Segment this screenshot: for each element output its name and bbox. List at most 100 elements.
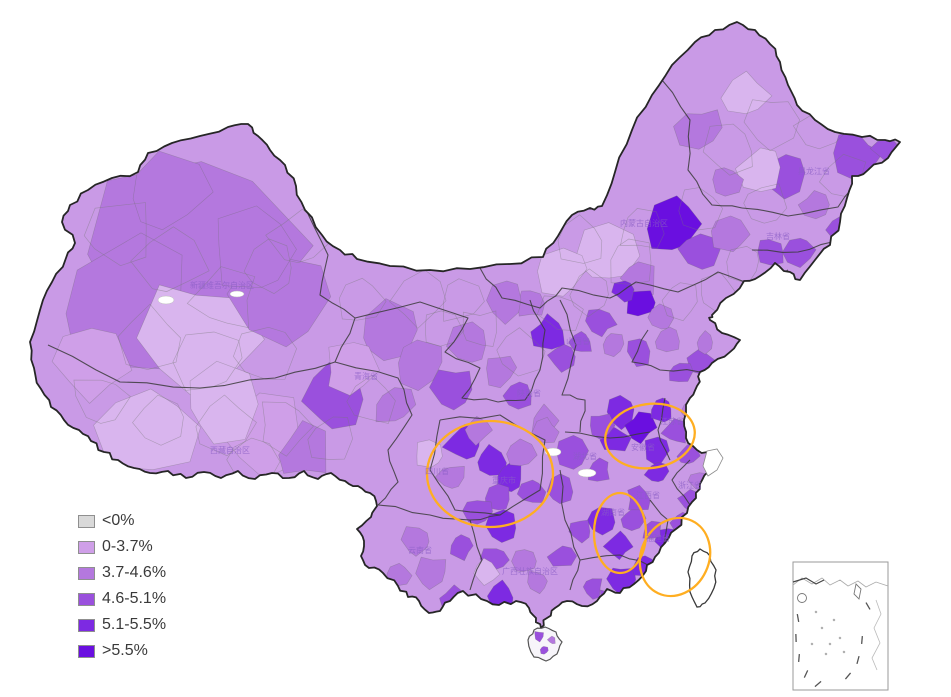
prefecture-region: [527, 570, 548, 595]
prefecture-region: [449, 534, 474, 562]
inset-taiwan: [853, 583, 862, 600]
prefecture-border: [132, 394, 184, 446]
province-border: [751, 241, 833, 253]
province-label: 四川省: [425, 466, 449, 476]
province-label: 安徽省: [631, 442, 655, 452]
prefecture-region: [375, 387, 417, 423]
legend-swatch: [78, 566, 95, 580]
national-boundary: [29, 21, 901, 629]
inset-coastline: [792, 577, 889, 588]
prefecture-region: [665, 546, 685, 569]
prefecture-region: [568, 519, 591, 544]
highlight-ellipse: [638, 516, 712, 598]
prefecture-region: [644, 436, 670, 468]
prefecture-region: [582, 578, 603, 600]
prefecture-region: [834, 235, 857, 265]
inset-dash-line: [798, 653, 800, 663]
prefecture-region: [217, 205, 297, 288]
prefecture-region: [585, 308, 618, 338]
prefecture-region: [797, 190, 830, 220]
province-label: 福建省: [646, 533, 670, 543]
inset-dash-line: [861, 635, 863, 645]
prefecture-border: [186, 266, 256, 329]
prefecture-region: [415, 556, 447, 591]
hainan-prefecture: [539, 646, 549, 655]
inset-dash-line: [803, 670, 809, 678]
province-border: [657, 397, 671, 461]
province-border: [564, 431, 651, 439]
legend-item: >5.5%: [78, 638, 166, 664]
lake: [157, 295, 175, 305]
province-border: [377, 504, 501, 521]
legend-item: 4.6-5.1%: [78, 586, 166, 612]
prefecture-border: [443, 278, 485, 322]
province-label: 江苏省: [660, 416, 684, 426]
province-label: 山西省: [566, 336, 590, 346]
province-label: 云南省: [408, 545, 432, 555]
inset-island-dot: [832, 618, 836, 622]
inset-dash-line: [796, 613, 800, 623]
prefecture-region: [654, 326, 680, 353]
inset-island-dot: [810, 642, 814, 646]
prefecture-border: [307, 416, 353, 460]
highlight-ellipse: [592, 491, 648, 575]
inset-island-dot: [824, 652, 828, 656]
province-label: 湖北省: [573, 451, 597, 461]
legend-label: 3.7-4.6%: [102, 564, 167, 581]
legend-label: 0-3.7%: [102, 538, 153, 555]
prefecture-border: [346, 374, 396, 424]
prefecture-region: [537, 247, 588, 297]
prefecture-border: [661, 282, 698, 322]
legend-item: 0-3.7%: [78, 534, 166, 560]
highlight-ellipse: [425, 419, 555, 529]
prefecture-region: [602, 530, 634, 561]
prefecture-region: [696, 330, 713, 355]
province-label: 青海省: [354, 371, 378, 381]
prefecture-region: [677, 233, 721, 270]
legend-swatch: [78, 644, 95, 658]
prefecture-border: [233, 326, 297, 380]
province-border: [559, 299, 586, 433]
prefecture-region: [328, 342, 380, 396]
prefecture-border: [557, 214, 603, 264]
prefecture-border: [424, 310, 464, 347]
inset-island-dot: [820, 626, 824, 630]
prefecture-border: [536, 295, 584, 332]
province-label: 西藏自治区: [210, 445, 250, 455]
highlight-ellipse: [604, 402, 696, 470]
legend-label: 4.6-5.1%: [102, 590, 167, 607]
prefecture-region: [511, 549, 537, 572]
prefecture-region: [602, 333, 625, 358]
prefecture-region: [446, 321, 487, 363]
prefecture-region: [720, 70, 773, 115]
hainan-prefecture: [534, 631, 544, 643]
province-border: [307, 213, 356, 363]
legend-item: 5.1-5.5%: [78, 612, 166, 638]
province-border: [47, 344, 336, 389]
lake: [577, 468, 597, 478]
province-border: [429, 414, 546, 516]
legend-swatch: [78, 618, 95, 632]
prefecture-border: [73, 379, 131, 424]
prefecture-region: [400, 526, 430, 557]
legend-swatch: [78, 540, 95, 554]
province-label: 内蒙古自治区: [620, 218, 668, 228]
prefecture-region: [486, 355, 518, 389]
prefecture-region: [673, 109, 723, 150]
province-border: [469, 519, 483, 591]
prefecture-region: [668, 362, 694, 383]
prefecture-border: [83, 202, 147, 267]
prefecture-region: [486, 280, 522, 325]
prefecture-region: [546, 545, 578, 567]
province-border: [661, 79, 743, 209]
inset-dash-line: [865, 602, 871, 610]
hainan-island: [527, 626, 563, 662]
province-border: [334, 361, 413, 506]
prefecture-border: [496, 327, 546, 377]
province-border: [631, 329, 701, 373]
inset-hainan: [797, 593, 807, 603]
province-label: 江西省: [636, 490, 660, 500]
prefecture-border: [462, 310, 497, 347]
